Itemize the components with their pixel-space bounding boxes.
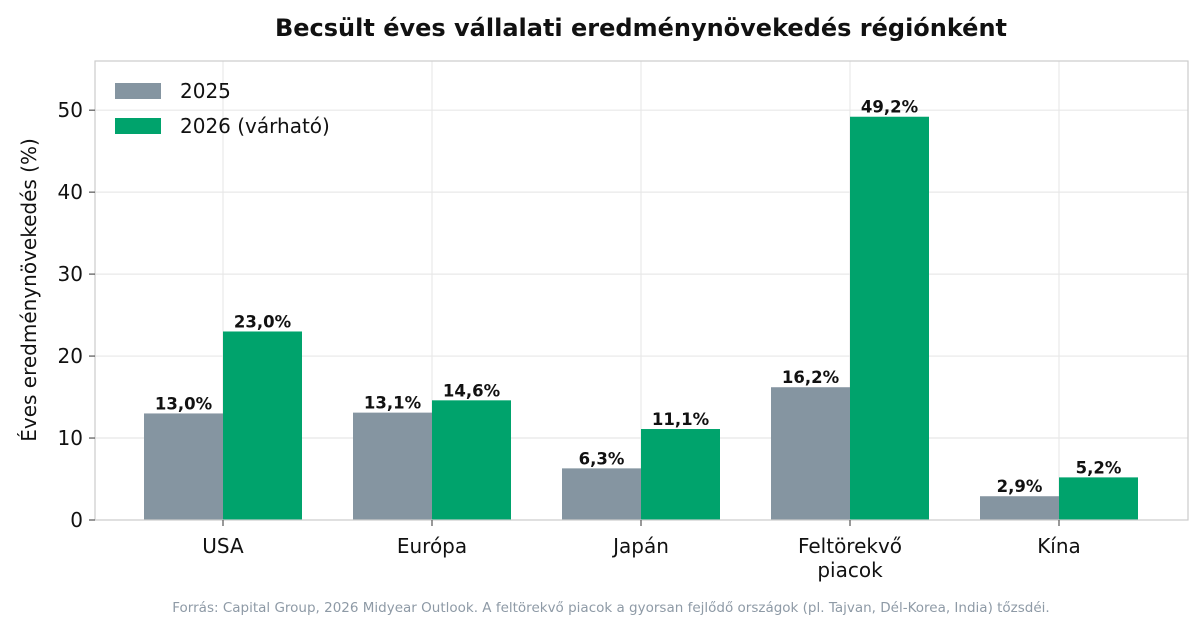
data-label: 6,3% bbox=[579, 449, 625, 468]
x-tick-label: Európa bbox=[397, 534, 467, 558]
data-label: 14,6% bbox=[443, 381, 501, 400]
source-note: Forrás: Capital Group, 2026 Midyear Outl… bbox=[172, 600, 1049, 616]
legend-label: 2026 (várható) bbox=[180, 114, 330, 138]
data-label: 13,1% bbox=[364, 394, 422, 413]
x-tick-label-line: Japán bbox=[611, 534, 669, 558]
y-tick-label: 20 bbox=[58, 344, 83, 368]
data-label: 5,2% bbox=[1076, 458, 1122, 477]
data-label: 49,2% bbox=[861, 98, 919, 117]
data-label: 2,9% bbox=[997, 477, 1043, 496]
x-tick-label: Kína bbox=[1037, 534, 1081, 558]
x-tick-label-line: Európa bbox=[397, 534, 467, 558]
y-tick-label: 0 bbox=[70, 508, 83, 532]
data-label: 11,1% bbox=[652, 410, 710, 429]
bar-series-1 bbox=[353, 412, 432, 520]
bar-series-1 bbox=[144, 413, 223, 520]
legend-swatch bbox=[115, 83, 161, 99]
y-tick-label: 40 bbox=[58, 180, 83, 204]
bar-series-2 bbox=[1059, 477, 1138, 520]
x-tick-label: Japán bbox=[611, 534, 669, 558]
x-tick-label: USA bbox=[202, 534, 244, 558]
x-tick-label: Feltörekvő piacok bbox=[798, 534, 902, 582]
data-labels: 13,0% 23,0% 13,1% 14,6% 6,3% 11,1% 16,2% 49,2% 2… bbox=[155, 98, 1122, 496]
x-tick-label-line: USA bbox=[202, 534, 244, 558]
bar-series-1 bbox=[771, 387, 850, 520]
bars bbox=[144, 116, 1138, 520]
y-tick-label: 30 bbox=[58, 262, 83, 286]
y-tick-label: 10 bbox=[58, 426, 83, 450]
bar-series-1 bbox=[980, 496, 1059, 520]
y-axis-ticks: 0 10 20 30 40 50 bbox=[58, 98, 95, 532]
bar-series-1 bbox=[562, 468, 641, 520]
x-tick-label-line: Feltörekvő bbox=[798, 534, 902, 558]
legend-label: 2025 bbox=[180, 79, 231, 103]
data-label: 16,2% bbox=[782, 368, 840, 387]
data-label: 23,0% bbox=[234, 312, 292, 331]
chart-title: Becsült éves vállalati eredménynövekedés… bbox=[275, 14, 1007, 42]
x-tick-label-line: Kína bbox=[1037, 534, 1081, 558]
bar-series-2 bbox=[641, 429, 720, 520]
legend: 2025 2026 (várható) bbox=[115, 79, 330, 138]
bar-series-2 bbox=[223, 331, 302, 520]
y-tick-label: 50 bbox=[58, 98, 83, 122]
bar-series-2 bbox=[850, 116, 929, 520]
bar-series-2 bbox=[432, 400, 511, 520]
data-label: 13,0% bbox=[155, 394, 213, 413]
x-tick-label-line: piacok bbox=[817, 558, 883, 582]
legend-swatch bbox=[115, 118, 161, 134]
x-axis-ticks: USA Európa Japán Feltörekvő piacok Kína bbox=[202, 520, 1081, 582]
y-axis-label: Éves eredménynövekedés (%) bbox=[17, 138, 41, 442]
